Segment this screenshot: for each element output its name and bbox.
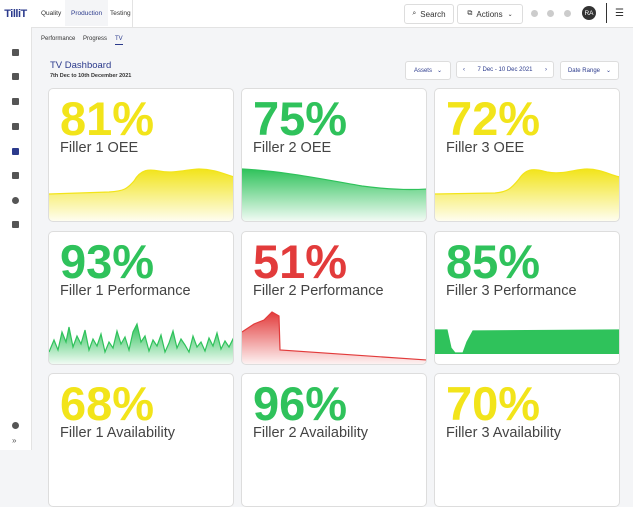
- sparkline: [49, 168, 233, 221]
- kpi-card[interactable]: 75% Filler 2 OEE: [241, 88, 427, 222]
- kpi-value: 72%: [446, 92, 541, 145]
- expand-icon[interactable]: »: [12, 436, 17, 445]
- dashboard-subtitle: 7th Dec to 10th December 2021: [50, 73, 132, 79]
- sparkline: [242, 168, 426, 221]
- sparkline-area: [242, 169, 426, 221]
- date-navigator[interactable]: ‹ 7 Dec - 10 Dec 2021 ›: [456, 61, 554, 78]
- kpi-value: 68%: [60, 377, 155, 430]
- tab[interactable]: Production: [65, 0, 109, 26]
- divider: [606, 3, 607, 23]
- nav-icon[interactable]: [12, 221, 19, 228]
- sparkline: [49, 322, 233, 364]
- range-text: Date Range: [567, 67, 600, 74]
- bell-icon[interactable]: [531, 10, 538, 17]
- sparkline: [435, 329, 619, 354]
- sparkline-area: [49, 169, 233, 221]
- sparkline-line: [242, 168, 426, 191]
- kpi-label: Filler 3 OEE: [446, 140, 525, 156]
- kpi-value: 81%: [60, 92, 155, 145]
- actions-button[interactable]: ⧉ Actions ⌄: [457, 4, 523, 24]
- nav-icon[interactable]: [12, 98, 19, 105]
- nav-icon[interactable]: [12, 172, 19, 179]
- assets-select[interactable]: Assets ⌄: [405, 61, 451, 80]
- kpi-value: 51%: [253, 235, 348, 288]
- kpi-card[interactable]: 85% Filler 3 Performance: [434, 231, 620, 365]
- sidebar: »: [0, 0, 32, 450]
- dashboard-title: TV Dashboard: [50, 60, 112, 71]
- menu-icon[interactable]: ☰: [615, 8, 624, 19]
- kpi-label: Filler 2 Performance: [253, 283, 384, 299]
- kpi-label: Filler 2 OEE: [253, 140, 332, 156]
- tab[interactable]: Testing: [110, 9, 131, 17]
- search-text: Search: [420, 9, 446, 19]
- nav-icon[interactable]: [12, 73, 19, 80]
- sparkline-line: [242, 311, 426, 361]
- assets-text: Assets: [413, 67, 432, 74]
- subtab[interactable]: Progress: [83, 36, 108, 42]
- nav-icon[interactable]: [12, 123, 19, 130]
- sparkline-line: [435, 329, 619, 354]
- kpi-card[interactable]: 70% Filler 3 Availability: [434, 373, 620, 507]
- theme-icon[interactable]: [12, 422, 19, 429]
- sparkline-line: [435, 168, 619, 195]
- kpi-card[interactable]: 68% Filler 1 Availability: [48, 373, 234, 507]
- sparkline: [242, 311, 426, 364]
- sparkline-line: [49, 168, 233, 195]
- top-bar: Quality Production Testing ⌕ Search ⧉ Acti…: [31, 0, 633, 28]
- avatar[interactable]: RA: [582, 6, 596, 20]
- subtab[interactable]: TV: [115, 36, 123, 45]
- kpi-card[interactable]: 96% Filler 2 Availability: [241, 373, 427, 507]
- kpi-value: 85%: [446, 235, 541, 288]
- sparkline-area: [49, 324, 233, 364]
- kpi-label: Filler 1 Performance: [60, 283, 191, 299]
- date-text: 7 Dec - 10 Dec 2021: [477, 66, 533, 73]
- sparkline-line: [49, 322, 233, 355]
- kpi-label: Filler 1 OEE: [60, 140, 139, 156]
- logo: TilliT: [0, 0, 31, 27]
- subtab[interactable]: Performance: [41, 36, 76, 42]
- kpi-value: 70%: [446, 377, 541, 430]
- kpi-value: 96%: [253, 377, 348, 430]
- kpi-card[interactable]: 51% Filler 2 Performance: [241, 231, 427, 365]
- date-range-select[interactable]: Date Range ⌄: [560, 61, 619, 80]
- sparkline-area: [435, 330, 619, 354]
- sparkline: [435, 168, 619, 221]
- search-button[interactable]: ⌕ Search: [404, 4, 454, 24]
- kpi-label: Filler 1 Availability: [60, 425, 175, 441]
- kpi-label: Filler 2 Availability: [253, 425, 368, 441]
- kpi-card[interactable]: 72% Filler 3 OEE: [434, 88, 620, 222]
- kpi-card[interactable]: 93% Filler 1 Performance: [48, 231, 234, 365]
- sparkline-area: [435, 169, 619, 221]
- settings-icon[interactable]: [547, 10, 554, 17]
- help-icon[interactable]: [564, 10, 571, 17]
- kpi-value: 93%: [60, 235, 155, 288]
- nav-icon[interactable]: [12, 197, 19, 204]
- kpi-value: 75%: [253, 92, 348, 145]
- divider: [132, 0, 133, 27]
- tab[interactable]: Quality: [41, 9, 62, 17]
- nav-icon[interactable]: [12, 148, 19, 155]
- kpi-label: Filler 3 Availability: [446, 425, 561, 441]
- nav-icon[interactable]: [12, 49, 19, 56]
- kpi-label: Filler 3 Performance: [446, 283, 577, 299]
- sparkline-area: [242, 312, 426, 364]
- kpi-card[interactable]: 81% Filler 1 OEE: [48, 88, 234, 222]
- actions-text: Actions: [476, 9, 503, 19]
